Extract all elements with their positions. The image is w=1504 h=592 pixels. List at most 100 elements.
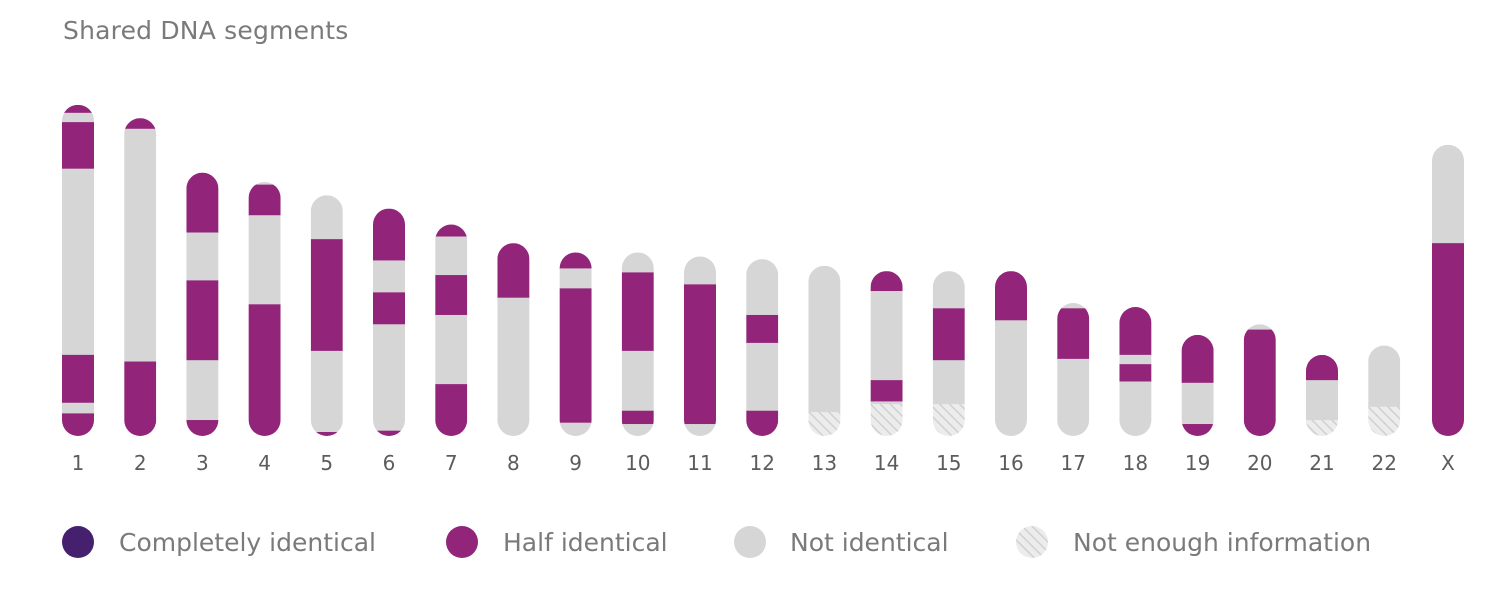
segment-3-3 [186,360,219,421]
segment-2-0 [124,118,157,130]
segment-17-2 [1057,358,1090,436]
segment-7-0 [435,224,468,237]
segment-X-1 [1432,243,1464,436]
segment-10-2 [621,350,654,412]
chromosome-label-3: 3 [196,451,209,475]
chromosome-bar-12 [746,259,779,436]
legend: Completely identical Half identical Not id… [62,526,1371,558]
segment-4-1 [248,184,281,216]
chromosome-label-4: 4 [258,451,271,475]
segment-14-0 [870,271,903,292]
segment-6-1 [373,260,405,293]
chromosome-bar-9 [559,252,592,436]
segment-8-1 [497,297,530,436]
segment-19-0 [1181,334,1214,384]
chromosome-bar-1 [62,104,94,437]
segment-1-1 [62,112,94,123]
chromosome-bar-17 [1057,303,1090,436]
segment-5-3 [310,432,343,436]
segment-1-4 [62,354,94,404]
chromosome-label-8: 8 [507,451,520,475]
segment-3-2 [186,280,219,361]
segment-16-0 [995,271,1027,321]
segment-20-0 [1243,324,1276,331]
segment-19-2 [1181,424,1214,437]
chromosome-bar-11 [684,256,716,437]
chart-title: Shared DNA segments [63,16,349,45]
chromosome-label-X: X [1441,451,1455,475]
chromosome-label-14: 14 [874,451,899,475]
chromosome-label-9: 9 [569,451,582,475]
segment-8-0 [497,243,530,299]
chromosome-bar-6 [373,208,405,436]
chromosome-bar-14 [870,271,903,436]
chromosome-bar-20 [1243,324,1276,436]
chromosome-label-19: 19 [1185,451,1210,475]
chromosome-bar-8 [497,243,530,436]
segment-17-0 [1057,303,1090,309]
segment-12-3 [746,410,779,436]
segment-4-2 [248,215,281,305]
segment-18-3 [1119,381,1152,436]
segment-6-2 [373,292,405,325]
chromosome-bar-7 [435,224,468,436]
segment-6-0 [373,208,405,261]
segment-2-1 [124,128,157,363]
chromosome-bars [62,104,1464,437]
chromosome-label-5: 5 [320,451,333,475]
segment-11-1 [684,284,716,425]
segment-5-2 [310,350,343,433]
segment-11-0 [684,256,716,285]
chromosome-label-1: 1 [72,451,85,475]
chromosome-bar-18 [1119,306,1152,436]
segment-7-3 [435,314,468,385]
legend-swatch-completely-identical [62,526,94,558]
segment-2-2 [124,361,157,436]
segment-7-2 [435,275,468,316]
segment-12-2 [746,342,779,412]
chromosome-bar-4 [248,181,281,436]
chromosome-label-2: 2 [134,451,147,475]
segment-12-1 [746,314,779,344]
segment-10-1 [621,272,654,352]
segment-3-4 [186,420,219,436]
chromosome-label-13: 13 [812,451,837,475]
segment-19-1 [1181,382,1214,425]
segment-1-0 [62,104,94,114]
segment-21-1 [1306,380,1338,421]
segment-14-4 [870,404,903,436]
chromosome-bar-22 [1368,345,1401,436]
chromosome-label-7: 7 [445,451,458,475]
segment-6-4 [373,430,405,436]
segment-1-2 [62,122,94,170]
segment-10-4 [621,424,654,436]
chromosome-label-6: 6 [383,451,396,475]
segment-3-1 [186,232,219,281]
segment-6-3 [373,324,405,432]
chromosome-label-20: 20 [1247,451,1272,475]
segment-14-3 [870,401,903,405]
segment-20-1 [1243,329,1276,436]
segment-17-1 [1057,308,1090,360]
chromosome-label-15: 15 [936,451,961,475]
chromosome-bar-19 [1181,334,1214,437]
segment-11-2 [684,424,716,437]
segment-13-1 [808,412,841,437]
segment-15-2 [932,360,965,405]
segment-14-2 [870,380,903,402]
segment-5-0 [310,195,343,240]
segment-9-0 [559,252,592,269]
chromosome-bar-13 [808,265,841,437]
legend-swatch-half-identical [446,526,478,558]
chromosome-bar-15 [932,271,965,436]
chromosome-label-11: 11 [687,451,712,475]
segment-1-5 [62,402,94,414]
segment-15-1 [932,308,965,361]
segment-X-0 [1432,144,1464,244]
segment-1-6 [62,413,94,437]
segment-7-4 [435,384,468,436]
chromosome-bar-16 [995,271,1027,436]
segment-1-3 [62,168,94,356]
segment-21-2 [1306,420,1338,436]
chromosome-label-16: 16 [998,451,1023,475]
